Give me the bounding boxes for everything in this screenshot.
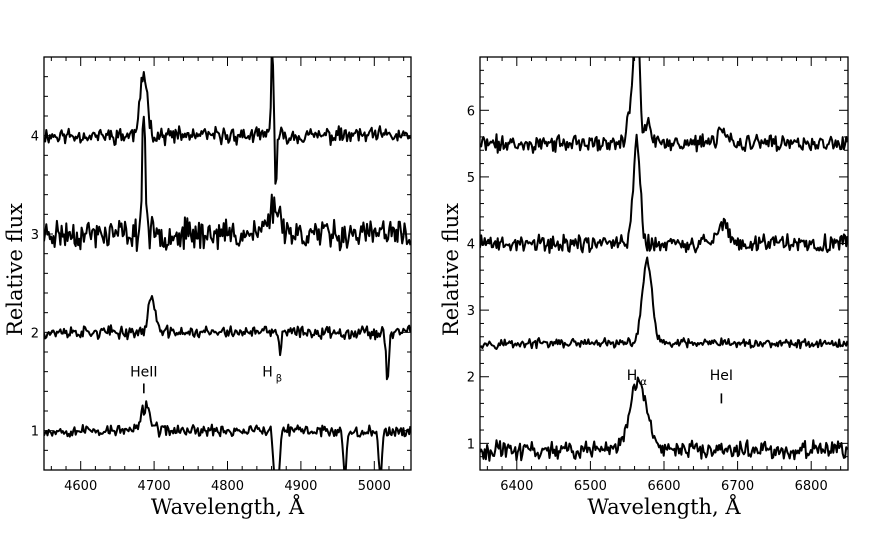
spectrum-line-1 — [44, 115, 411, 252]
y-tick-label: 3 — [467, 304, 475, 319]
spectrum-line-1 — [480, 133, 848, 254]
y-tick-label: 2 — [31, 326, 39, 341]
x-tick-label: 6600 — [647, 479, 680, 494]
x-tick-label: 5000 — [358, 479, 391, 494]
annotation-text: HeII — [130, 365, 157, 381]
annotation-subscript: β — [276, 374, 282, 385]
x-tick-label: 6400 — [500, 479, 533, 494]
y-tick-label: 4 — [467, 238, 475, 253]
spectrum-line-3 — [480, 376, 848, 462]
y-axis-label: Relative flux — [439, 203, 463, 336]
y-tick-label: 3 — [31, 228, 39, 243]
x-tick-label: 4800 — [211, 479, 244, 494]
y-axis-label: Relative flux — [3, 203, 27, 336]
x-tick-label: 4700 — [138, 479, 171, 494]
x-tick-label: 4600 — [64, 479, 97, 494]
y-tick-label: 1 — [467, 437, 475, 452]
y-tick-label: 5 — [467, 171, 475, 186]
plot-frame — [479, 56, 849, 471]
x-tick-label: 6700 — [721, 479, 754, 494]
plot-frame — [43, 56, 412, 471]
y-tick-label: 6 — [467, 104, 475, 119]
spectrum-line-2 — [44, 295, 411, 381]
y-tick-label: 4 — [31, 130, 39, 145]
spectra-group — [44, 57, 411, 470]
x-axis-label: Wavelength, Å — [151, 494, 305, 519]
left-spectrum-panel: 4600 4700 4800 4900 5000 1 2 3 4 Wavelength, Å Rel… — [3, 56, 412, 519]
spectrum-line-0 — [480, 57, 848, 154]
x-axis-label: Wavelength, Å — [587, 494, 741, 519]
x-tick-label: 4900 — [284, 479, 317, 494]
y-tick-label: 1 — [31, 425, 39, 440]
right-spectrum-panel: 6400 6500 6600 6700 6800 1 2 3 4 5 6 Wavelength, Å R… — [439, 56, 849, 519]
annotation-subscript: α — [640, 377, 647, 388]
annotation-text: H — [627, 368, 638, 384]
annotation-text: H — [262, 365, 273, 381]
spectrum-line-3 — [44, 400, 411, 470]
line-annotation: HeI — [710, 368, 733, 384]
spectrum-line-2 — [480, 256, 848, 350]
spectrum-line-0 — [44, 57, 411, 185]
y-tick-label: 2 — [467, 371, 475, 386]
annotation-text: HeI — [710, 368, 733, 384]
line-annotation: HeII — [130, 365, 157, 381]
x-tick-label: 6500 — [574, 479, 607, 494]
x-tick-label: 6800 — [795, 479, 828, 494]
spectra-group — [480, 57, 848, 462]
